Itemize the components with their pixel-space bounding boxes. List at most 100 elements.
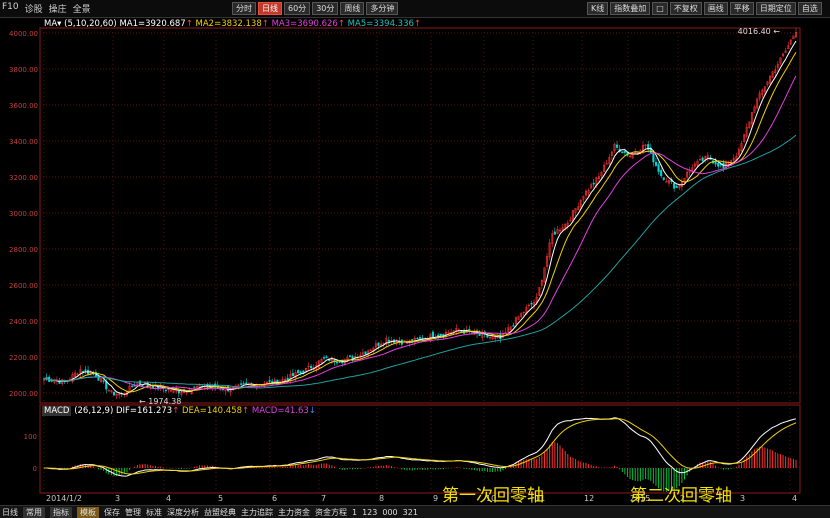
ma-legend: MA▾ (5,10,20,60) MA1=3920.687↑ MA2=3832.…: [44, 19, 422, 29]
nav-tab-0[interactable]: F10: [2, 2, 19, 12]
period-button-1[interactable]: 日线: [258, 2, 282, 15]
nav-tab-3[interactable]: 全景: [72, 5, 91, 15]
bottom-tab-10[interactable]: 资金方程: [315, 507, 347, 517]
candle-body: [756, 98, 759, 109]
macd-label[interactable]: MACD: [42, 406, 72, 416]
candle-body: [623, 150, 626, 153]
date-tick-label: 8: [379, 494, 384, 503]
candle-body: [732, 157, 735, 161]
candle-body: [564, 223, 567, 229]
candle-body: [660, 170, 663, 177]
candle-body: [644, 144, 647, 146]
price-tick-label: 3800.00: [9, 66, 38, 74]
toolbar-button-4[interactable]: 画线: [703, 2, 728, 15]
candle-body: [74, 372, 77, 377]
bottom-tab-12[interactable]: 123: [362, 507, 378, 517]
candle-body: [779, 57, 782, 64]
bottom-tab-6[interactable]: 深度分析: [167, 507, 199, 517]
date-tick-label: 9: [433, 494, 438, 503]
period-button-2[interactable]: 60分: [284, 2, 311, 15]
candle-body: [763, 86, 766, 93]
candle-body: [600, 172, 603, 177]
candle-body: [431, 331, 434, 338]
bottom-tab-3[interactable]: 保存: [104, 507, 120, 517]
candle-body: [195, 386, 199, 389]
candle-body: [678, 185, 681, 188]
candle-body: [512, 325, 515, 327]
bottom-tab-14[interactable]: 321: [402, 507, 418, 517]
candle-body: [317, 360, 320, 368]
candle-body: [665, 181, 668, 183]
date-tick-label: 12: [584, 494, 594, 503]
candle-body: [437, 334, 440, 337]
candle-body: [488, 336, 492, 339]
bottom-tab-8[interactable]: 主力追踪: [241, 507, 273, 517]
price-tick-label: 2400.00: [9, 318, 38, 326]
bottom-tab-11[interactable]: 1: [352, 507, 358, 517]
bottom-tab-0[interactable]: 常用: [23, 506, 45, 518]
bottom-tab-13[interactable]: 000: [382, 507, 398, 517]
bottom-tab-7[interactable]: 益盟经典: [204, 507, 236, 517]
bottom-tab-2[interactable]: 模板: [77, 506, 99, 518]
period-button-4[interactable]: 周线: [340, 2, 365, 15]
candle-body: [654, 161, 658, 166]
ma2-value: MA2=3832.138: [195, 19, 262, 29]
toolbar-button-7[interactable]: 自选: [797, 2, 822, 15]
candle-body: [553, 231, 556, 235]
candle-body: [240, 383, 243, 385]
ma-label[interactable]: MA: [44, 19, 58, 29]
nav-tab-1[interactable]: 诊股: [24, 5, 43, 15]
date-tick-label: 4: [792, 494, 797, 503]
toolbar-button-0[interactable]: K线: [587, 2, 609, 15]
toolbar-button-3[interactable]: 不复权: [669, 2, 702, 15]
nav-tab-2[interactable]: 操庄: [48, 5, 67, 15]
toolbar-button-5[interactable]: 平移: [729, 2, 754, 15]
candle-body: [100, 378, 103, 382]
bottom-tab-1[interactable]: 指标: [50, 506, 72, 518]
period-button-3[interactable]: 30分: [312, 2, 339, 15]
candle-body: [769, 75, 772, 84]
candle-body: [307, 365, 310, 368]
candle-body: [533, 301, 536, 306]
candle-body: [164, 389, 167, 392]
candle-body: [737, 149, 740, 156]
bottom-tab-4[interactable]: 管理: [125, 507, 141, 517]
period-button-5[interactable]: 多分钟: [366, 2, 399, 15]
date-tick-label: 6: [272, 494, 277, 503]
candle-body: [551, 233, 554, 245]
candle-body: [297, 370, 300, 374]
candle-body: [761, 89, 764, 95]
candle-body: [361, 352, 364, 355]
candle-body: [610, 151, 613, 156]
toolbar-button-1[interactable]: 指数叠加: [610, 2, 651, 15]
price-tick-label: 3600.00: [9, 102, 38, 110]
bottom-tab-5[interactable]: 标准: [146, 507, 162, 517]
date-tick-label: 4: [166, 494, 171, 503]
dea-line: [44, 418, 797, 475]
candle-body: [584, 190, 587, 196]
candle-body: [590, 184, 593, 189]
candle-body: [597, 176, 600, 180]
toolbar-button-2[interactable]: □: [652, 2, 668, 15]
toolbar-button-6[interactable]: 日期定位: [755, 2, 796, 15]
candle-body: [382, 343, 385, 345]
candle-body: [577, 206, 580, 210]
candle-body: [180, 391, 183, 395]
period-button-0[interactable]: 分时: [232, 2, 256, 15]
candle-body: [514, 317, 517, 324]
candle-body: [284, 379, 287, 381]
candle-body: [330, 357, 333, 362]
candle-body: [794, 32, 798, 38]
macd-params: (26,12,9): [74, 406, 114, 416]
candle-body: [743, 134, 746, 142]
candle-body: [748, 121, 751, 129]
candle-body: [107, 390, 110, 392]
price-tick-label: 3000.00: [9, 210, 38, 218]
ma1-value: MA1=3920.687: [119, 19, 186, 29]
candle-body: [102, 380, 105, 382]
bottom-tab-9[interactable]: 主力资金: [278, 507, 310, 517]
candle-body: [416, 337, 419, 340]
candle-body: [686, 171, 689, 178]
candle-body: [592, 182, 595, 185]
